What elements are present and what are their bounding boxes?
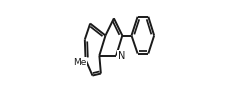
Text: Me: Me	[72, 58, 86, 67]
Text: N: N	[117, 51, 125, 61]
